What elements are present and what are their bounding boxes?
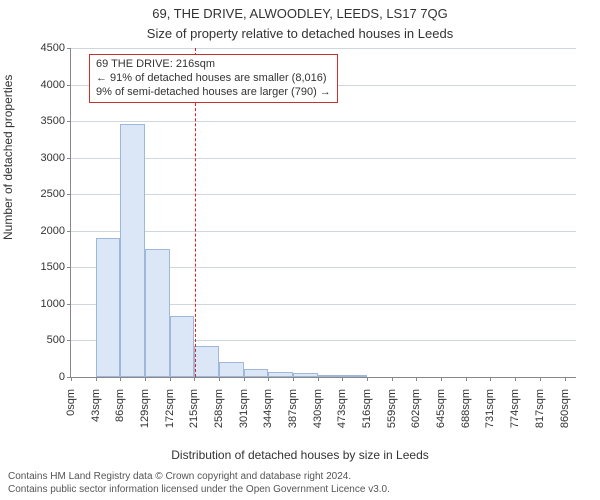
legend-box: 69 THE DRIVE: 216sqm ← 91% of detached h… [89, 54, 338, 103]
y-tick-label: 2500 [41, 188, 65, 200]
y-tick-mark [67, 85, 71, 86]
chart-title-line1: 69, THE DRIVE, ALWOODLEY, LEEDS, LS17 7Q… [0, 6, 600, 21]
x-tick-mark [342, 377, 343, 381]
attribution-line-2: Contains public sector information licen… [8, 484, 390, 497]
x-tick-mark [96, 377, 97, 381]
attribution-text: Contains HM Land Registry data © Crown c… [8, 471, 390, 496]
x-tick-mark [120, 377, 121, 381]
gridline [71, 48, 576, 49]
x-tick-label: 258sqm [213, 389, 225, 428]
x-tick-label: 473sqm [336, 389, 348, 428]
x-tick-label: 430sqm [312, 389, 324, 428]
y-tick-mark [67, 340, 71, 341]
x-tick-label: 688sqm [460, 389, 472, 428]
x-axis-label: Distribution of detached houses by size … [0, 448, 600, 462]
y-tick-label: 1500 [41, 261, 65, 273]
x-tick-label: 774sqm [509, 389, 521, 428]
x-tick-mark [515, 377, 516, 381]
chart-container: 69, THE DRIVE, ALWOODLEY, LEEDS, LS17 7Q… [0, 0, 600, 500]
x-tick-label: 731sqm [484, 389, 496, 428]
y-tick-mark [67, 267, 71, 268]
histogram-bar [293, 373, 318, 377]
x-tick-label: 817sqm [534, 389, 546, 428]
gridline [71, 158, 576, 159]
histogram-bar [268, 372, 293, 377]
x-tick-mark [170, 377, 171, 381]
x-tick-mark [367, 377, 368, 381]
x-tick-label: 860sqm [559, 389, 571, 428]
x-tick-label: 86sqm [114, 389, 126, 422]
x-tick-mark [392, 377, 393, 381]
x-tick-label: 301sqm [238, 389, 250, 428]
y-tick-label: 4000 [41, 79, 65, 91]
histogram-bar [145, 249, 170, 377]
attribution-line-1: Contains HM Land Registry data © Crown c… [8, 471, 390, 484]
x-tick-label: 387sqm [287, 389, 299, 428]
x-tick-mark [565, 377, 566, 381]
histogram-bar [342, 375, 367, 377]
histogram-bar [170, 316, 195, 377]
x-tick-label: 645sqm [435, 389, 447, 428]
x-tick-mark [318, 377, 319, 381]
legend-line-2: ← 91% of detached houses are smaller (8,… [96, 72, 331, 86]
y-tick-label: 3500 [41, 115, 65, 127]
x-tick-mark [71, 377, 72, 381]
x-tick-mark [194, 377, 195, 381]
x-tick-mark [244, 377, 245, 381]
histogram-bar [219, 362, 244, 377]
legend-line-1: 69 THE DRIVE: 216sqm [96, 58, 331, 72]
x-tick-label: 559sqm [386, 389, 398, 428]
histogram-bar [120, 124, 145, 377]
x-tick-mark [416, 377, 417, 381]
y-tick-mark [67, 158, 71, 159]
y-tick-mark [67, 48, 71, 49]
x-tick-mark [293, 377, 294, 381]
y-tick-label: 0 [59, 371, 65, 383]
histogram-bar [318, 375, 343, 377]
y-tick-mark [67, 194, 71, 195]
histogram-bar [194, 346, 219, 377]
histogram-bar [244, 369, 269, 377]
legend-line-3: 9% of semi-detached houses are larger (7… [96, 86, 331, 100]
x-tick-label: 516sqm [361, 389, 373, 428]
plot-area: 0500100015002000250030003500400045000sqm… [70, 48, 576, 378]
x-tick-label: 602sqm [410, 389, 422, 428]
x-tick-mark [540, 377, 541, 381]
y-tick-label: 500 [47, 334, 65, 346]
x-tick-label: 43sqm [90, 389, 102, 422]
chart-title-line2: Size of property relative to detached ho… [0, 26, 600, 41]
gridline [71, 231, 576, 232]
y-tick-label: 4500 [41, 42, 65, 54]
x-tick-label: 172sqm [164, 389, 176, 428]
y-tick-mark [67, 231, 71, 232]
y-tick-label: 3000 [41, 152, 65, 164]
y-axis-label: Number of detached properties [1, 75, 15, 240]
x-tick-mark [268, 377, 269, 381]
x-tick-label: 0sqm [65, 389, 77, 416]
x-tick-mark [219, 377, 220, 381]
y-tick-mark [67, 121, 71, 122]
y-tick-label: 1000 [41, 298, 65, 310]
histogram-bar [96, 238, 121, 377]
y-tick-mark [67, 304, 71, 305]
x-tick-mark [145, 377, 146, 381]
x-tick-label: 215sqm [188, 389, 200, 428]
x-tick-mark [466, 377, 467, 381]
gridline [71, 121, 576, 122]
x-tick-mark [490, 377, 491, 381]
y-tick-label: 2000 [41, 225, 65, 237]
gridline [71, 194, 576, 195]
x-tick-label: 129sqm [139, 389, 151, 428]
x-tick-label: 344sqm [262, 389, 274, 428]
x-tick-mark [441, 377, 442, 381]
